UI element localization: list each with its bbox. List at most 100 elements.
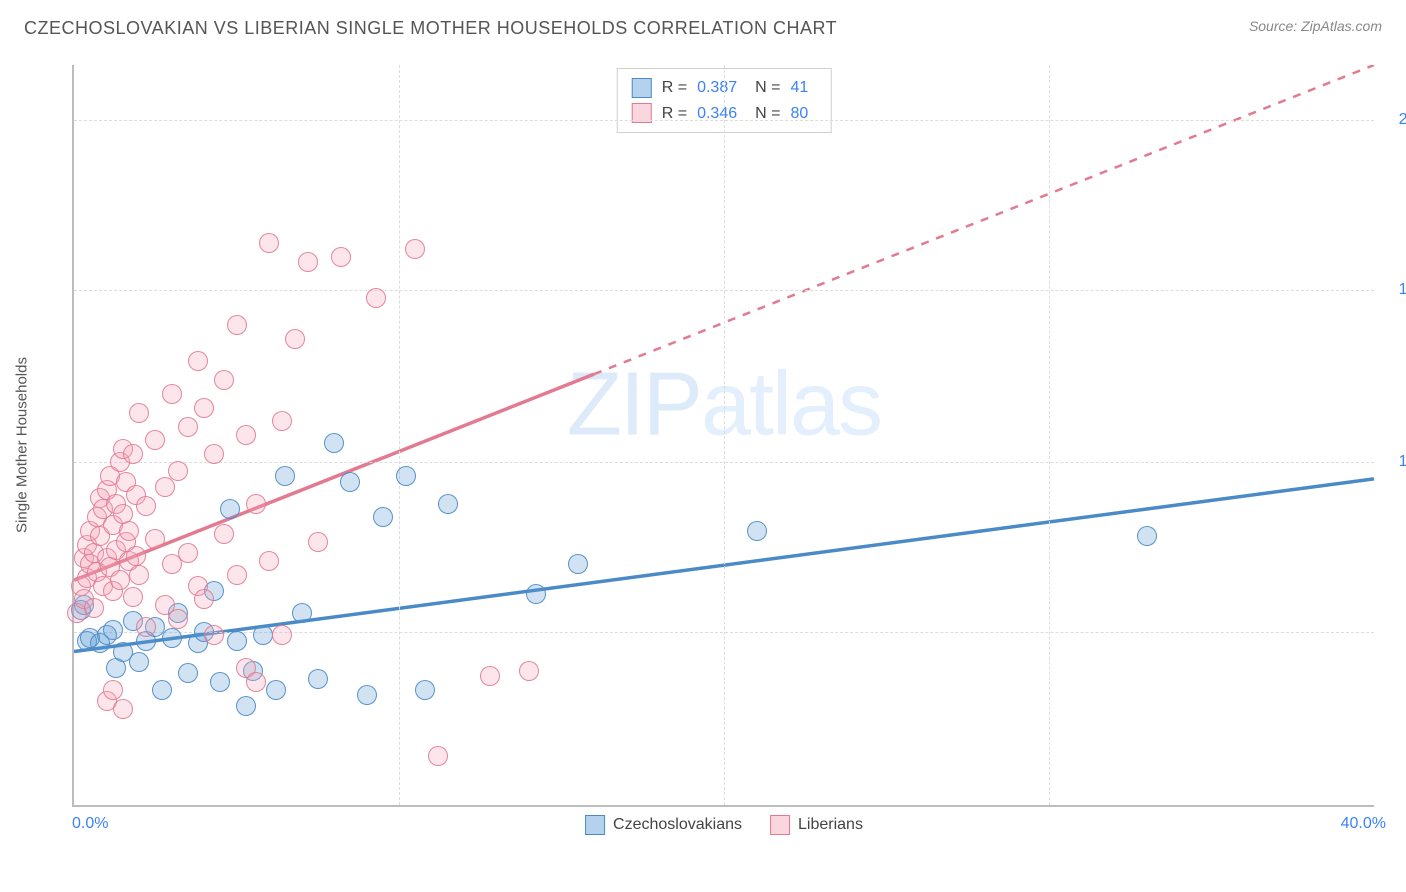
scatter-point	[178, 663, 198, 683]
scatter-point	[204, 625, 224, 645]
scatter-point	[272, 411, 292, 431]
scatter-point	[126, 546, 146, 566]
watermark-brand-a: ZIP	[567, 355, 701, 455]
scatter-point	[123, 444, 143, 464]
scatter-point	[103, 680, 123, 700]
y-tick-label: 18.8%	[1384, 281, 1406, 299]
scatter-point	[227, 315, 247, 335]
legend-swatch-1	[585, 815, 605, 835]
scatter-point	[194, 589, 214, 609]
scatter-point	[519, 661, 539, 681]
scatter-point	[103, 620, 123, 640]
scatter-point	[292, 603, 312, 623]
scatter-point	[123, 587, 143, 607]
n-label: N =	[755, 75, 780, 101]
r-value-1: 0.387	[697, 75, 737, 101]
scatter-point	[227, 631, 247, 651]
r-label: R =	[662, 101, 687, 127]
scatter-point	[272, 625, 292, 645]
scatter-point	[246, 672, 266, 692]
scatter-point	[152, 680, 172, 700]
scatter-point	[480, 666, 500, 686]
scatter-point	[324, 433, 344, 453]
scatter-point	[168, 461, 188, 481]
scatter-point	[129, 652, 149, 672]
scatter-point	[204, 444, 224, 464]
legend-label-2: Liberians	[798, 816, 863, 834]
scatter-point	[275, 466, 295, 486]
scatter-point	[136, 617, 156, 637]
gridline-v	[1049, 65, 1050, 805]
scatter-point	[236, 425, 256, 445]
r-value-2: 0.346	[697, 101, 737, 127]
scatter-point	[145, 430, 165, 450]
scatter-point	[285, 329, 305, 349]
scatter-point	[1137, 526, 1157, 546]
watermark-brand-b: atlas	[701, 355, 881, 455]
scatter-point	[246, 494, 266, 514]
scatter-point	[220, 499, 240, 519]
gridline-v	[724, 65, 725, 805]
scatter-point	[113, 699, 133, 719]
legend-item-2: Liberians	[770, 815, 863, 835]
n-value-1: 41	[790, 75, 808, 101]
scatter-point	[331, 247, 351, 267]
scatter-point	[405, 239, 425, 259]
scatter-point	[298, 252, 318, 272]
y-axis-label: Single Mother Households	[14, 357, 31, 533]
scatter-point	[214, 524, 234, 544]
y-tick-label: 25.0%	[1384, 111, 1406, 129]
swatch-series-1	[632, 78, 652, 98]
scatter-point	[129, 565, 149, 585]
scatter-point	[308, 669, 328, 689]
scatter-point	[162, 628, 182, 648]
legend-item-1: Czechoslovakians	[585, 815, 742, 835]
scatter-point	[168, 609, 188, 629]
scatter-point	[366, 288, 386, 308]
scatter-point	[568, 554, 588, 574]
scatter-point	[178, 417, 198, 437]
n-value-2: 80	[790, 101, 808, 127]
scatter-point	[214, 370, 234, 390]
r-label: R =	[662, 75, 687, 101]
y-tick-label: 12.5%	[1384, 453, 1406, 471]
scatter-point	[438, 494, 458, 514]
scatter-point	[259, 551, 279, 571]
scatter-point	[259, 233, 279, 253]
y-tick-label: 6.3%	[1384, 623, 1406, 641]
scatter-point	[396, 466, 416, 486]
scatter-point	[188, 351, 208, 371]
x-tick-max: 40.0%	[1341, 815, 1386, 833]
source-label: Source: ZipAtlas.com	[1249, 18, 1382, 34]
chart-container: Single Mother Households ZIPatlas R = 0.…	[50, 55, 1390, 835]
x-tick-min: 0.0%	[72, 815, 108, 833]
n-label: N =	[755, 101, 780, 127]
scatter-point	[155, 477, 175, 497]
series-legend: Czechoslovakians Liberians	[585, 815, 863, 835]
trend-line-solid	[74, 374, 594, 580]
scatter-point	[145, 529, 165, 549]
chart-title: CZECHOSLOVAKIAN VS LIBERIAN SINGLE MOTHE…	[24, 18, 837, 39]
scatter-point	[236, 696, 256, 716]
scatter-point	[526, 584, 546, 604]
scatter-point	[747, 521, 767, 541]
scatter-point	[84, 598, 104, 618]
legend-label-1: Czechoslovakians	[613, 816, 742, 834]
plot-area: ZIPatlas R = 0.387 N = 41 R = 0.346 N = …	[72, 65, 1374, 807]
scatter-point	[253, 625, 273, 645]
scatter-point	[308, 532, 328, 552]
scatter-point	[357, 685, 377, 705]
legend-swatch-2	[770, 815, 790, 835]
scatter-point	[119, 521, 139, 541]
scatter-point	[129, 403, 149, 423]
scatter-point	[194, 398, 214, 418]
scatter-point	[162, 384, 182, 404]
scatter-point	[415, 680, 435, 700]
scatter-point	[373, 507, 393, 527]
scatter-point	[266, 680, 286, 700]
scatter-point	[340, 472, 360, 492]
scatter-point	[136, 496, 156, 516]
scatter-point	[227, 565, 247, 585]
scatter-point	[210, 672, 230, 692]
scatter-point	[428, 746, 448, 766]
